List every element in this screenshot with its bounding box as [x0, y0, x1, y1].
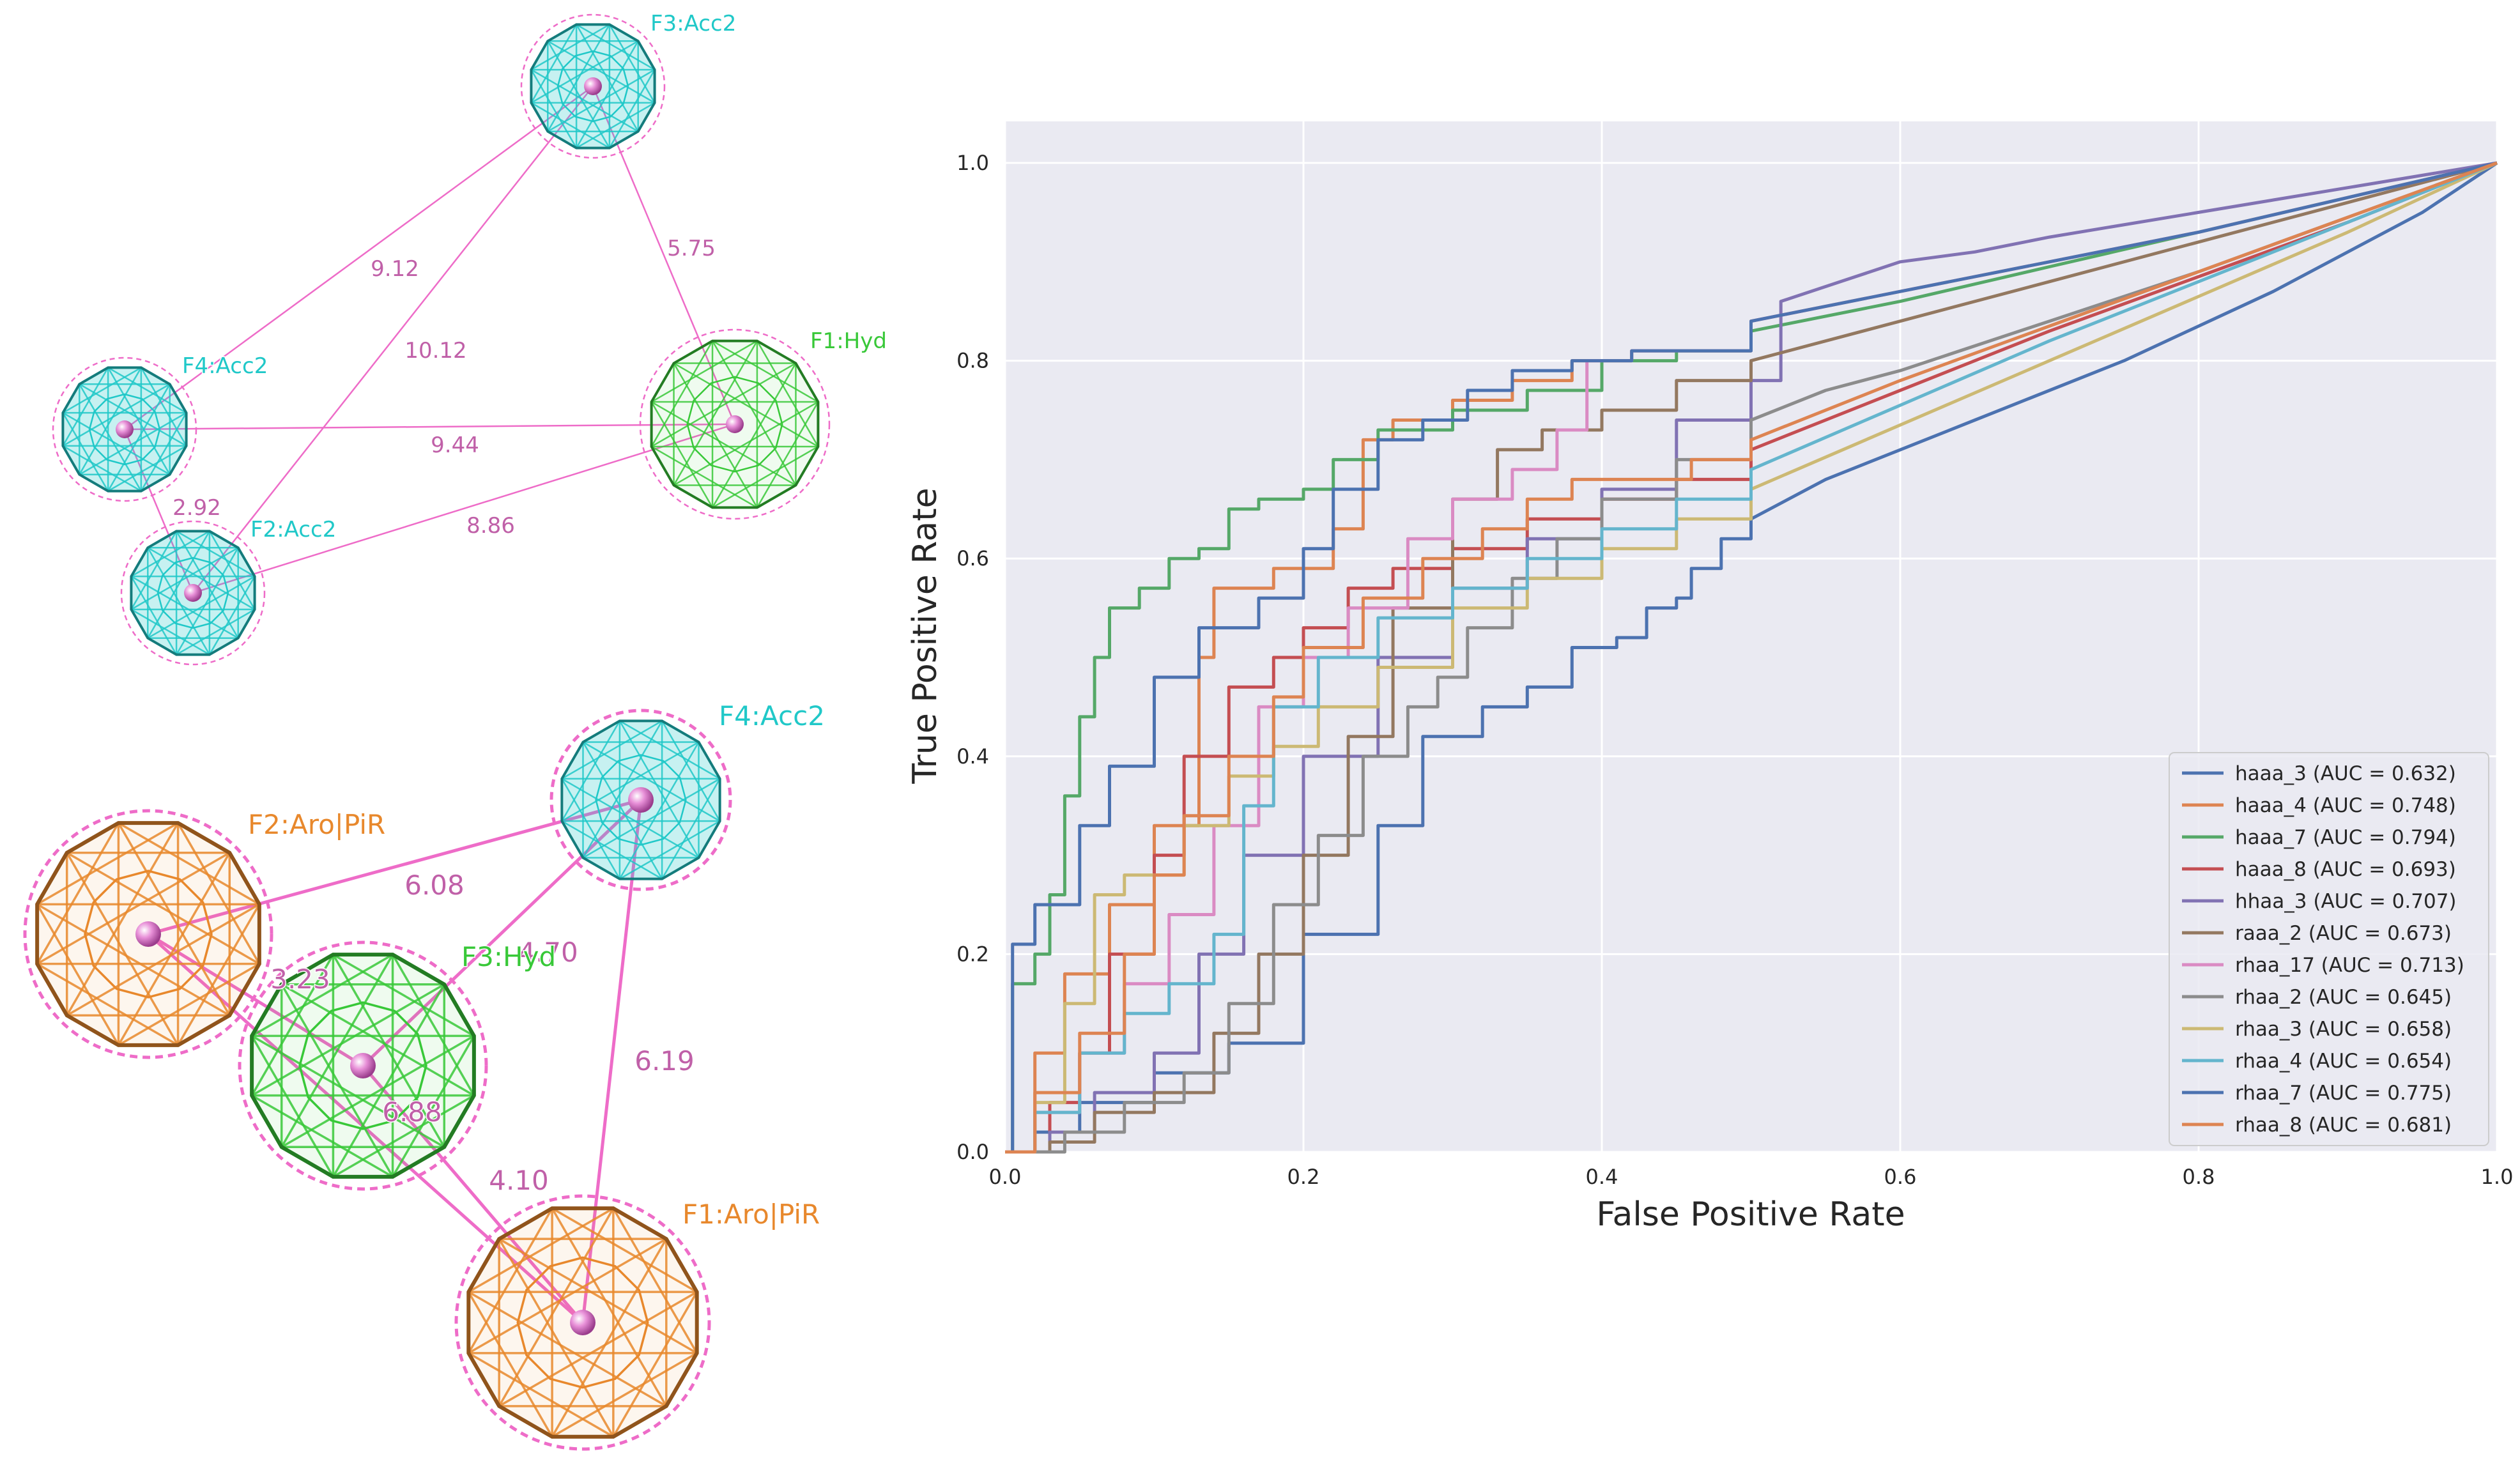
distance-label: 10.12: [404, 338, 466, 364]
feature-label-f2: F2:Acc2: [250, 517, 336, 542]
feature-label-f3: F3:Hyd: [461, 941, 556, 972]
y-tick-label: 0.4: [957, 744, 989, 769]
distance-label: 9.44: [431, 433, 479, 458]
feature-sphere-f2: [23, 809, 273, 1059]
y-tick-labels: 0.0 0.2 0.4 0.6 0.8 1.0: [957, 151, 989, 1164]
feature-sphere-f3: [238, 940, 488, 1191]
feature-label-f1: F1:Aro|PiR: [682, 1199, 820, 1230]
legend-entry: haaa_4 (AUC = 0.748): [2235, 794, 2456, 817]
legend-entry: rhaa_2 (AUC = 0.645): [2235, 986, 2452, 1009]
legend-entry: hhaa_3 (AUC = 0.707): [2235, 890, 2457, 913]
roc-curve-rhaa-2: [1005, 161, 2498, 1154]
y-tick-label: 0.6: [957, 546, 989, 571]
gridlines: [1004, 121, 2498, 1153]
distance-edge-f3-f4: [124, 85, 594, 431]
y-tick-label: 1.0: [957, 151, 989, 175]
roc-curve-rhaa-8: [1005, 161, 2498, 1154]
x-tick-label: 0.2: [1287, 1165, 1320, 1189]
feature-sphere-f4: [549, 709, 732, 891]
roc-chart: 0.0 0.2 0.4 0.6 0.8 1.0 0.0 0.2 0.4 0.6 0.8 1.0 Fa…: [906, 121, 2513, 1234]
distance-edge-f4-f1: [581, 799, 643, 1323]
y-tick-label: 0.0: [957, 1140, 989, 1164]
x-tick-label: 0.8: [2183, 1165, 2215, 1189]
legend-entry: haaa_8 (AUC = 0.693): [2235, 858, 2456, 881]
roc-curve-rhaa-7: [1005, 161, 2498, 1154]
feature-sphere-f1: [454, 1194, 711, 1451]
feature-label-f1: F1:Hyd: [810, 328, 887, 354]
y-axis-title: True Positive Rate: [906, 487, 944, 784]
roc-curve-haaa-3: [1005, 161, 2498, 1154]
legend-entry: rhaa_7 (AUC = 0.775): [2235, 1082, 2452, 1105]
legend-entry: haaa_7 (AUC = 0.794): [2235, 826, 2456, 849]
x-tick-labels: 0.0 0.2 0.4 0.6 0.8 1.0: [989, 1165, 2514, 1189]
feature-sphere-f3: [520, 13, 666, 159]
x-tick-label: 1.0: [2481, 1165, 2514, 1189]
distance-edge-f4-f2: [123, 429, 194, 594]
feature-sphere-f1: [639, 328, 831, 520]
distance-label: 5.75: [667, 236, 716, 261]
pharmacophore-model-2: 6.08 4.70 3.23 6.19 6.88 4.10 F1:Aro|PiR F2:Ar…: [23, 700, 826, 1451]
feature-label-f4: F4:Acc2: [182, 353, 268, 379]
x-tick-label: 0.0: [989, 1165, 1022, 1189]
legend-entry: rhaa_3 (AUC = 0.658): [2235, 1018, 2452, 1041]
pharmacophore-model-1: 5.75 9.12 10.12 9.44 2.92 8.86 F1:Hyd F2:Acc2 F…: [52, 10, 887, 666]
distance-label: 6.08: [404, 870, 465, 901]
legend: haaa_3 (AUC = 0.632) haaa_4 (AUC = 0.748)…: [2169, 752, 2489, 1146]
distance-label: 6.88: [382, 1096, 442, 1128]
feature-label-f4: F4:Acc2: [719, 700, 825, 732]
legend-frame: [2169, 752, 2489, 1146]
distance-edge-f3-f1: [362, 1064, 584, 1324]
x-tick-label: 0.6: [1884, 1165, 1917, 1189]
distance-edge-f4-f1: [124, 423, 735, 431]
distance-label: 3.23: [270, 963, 330, 995]
distance-edge-f3-f2: [192, 86, 594, 594]
legend-entry: rhaa_8 (AUC = 0.681): [2235, 1114, 2452, 1137]
distance-label: 9.12: [371, 256, 419, 282]
distance-edge-f3-f4: [362, 799, 642, 1067]
y-tick-label: 0.2: [957, 942, 989, 966]
y-tick-label: 0.8: [957, 349, 989, 373]
distance-edge-f2-f3: [147, 932, 364, 1068]
feature-sphere-f4: [52, 357, 197, 502]
legend-entry: rhaa_4 (AUC = 0.654): [2235, 1050, 2452, 1073]
feature-sphere-f2: [120, 520, 266, 666]
roc-curves: [1005, 161, 2498, 1154]
feature-label-f2: F2:Aro|PiR: [248, 809, 385, 840]
distance-label: 8.86: [466, 513, 515, 539]
legend-entry: rhaa_17 (AUC = 0.713): [2235, 954, 2464, 977]
distance-label: 4.10: [489, 1165, 549, 1196]
roc-curve-haaa-7: [1005, 161, 2498, 1154]
feature-label-f3: F3:Acc2: [650, 11, 736, 36]
x-axis-title: False Positive Rate: [1596, 1195, 1905, 1234]
legend-entry: raaa_2 (AUC = 0.673): [2235, 922, 2452, 945]
distance-label: 2.92: [173, 495, 221, 521]
distance-label: 4.70: [518, 937, 578, 968]
legend-entry: haaa_3 (AUC = 0.632): [2235, 762, 2456, 785]
roc-curve-rhaa-3: [1005, 161, 2498, 1154]
distance-label: 6.19: [634, 1045, 695, 1077]
x-tick-label: 0.4: [1586, 1165, 1618, 1189]
